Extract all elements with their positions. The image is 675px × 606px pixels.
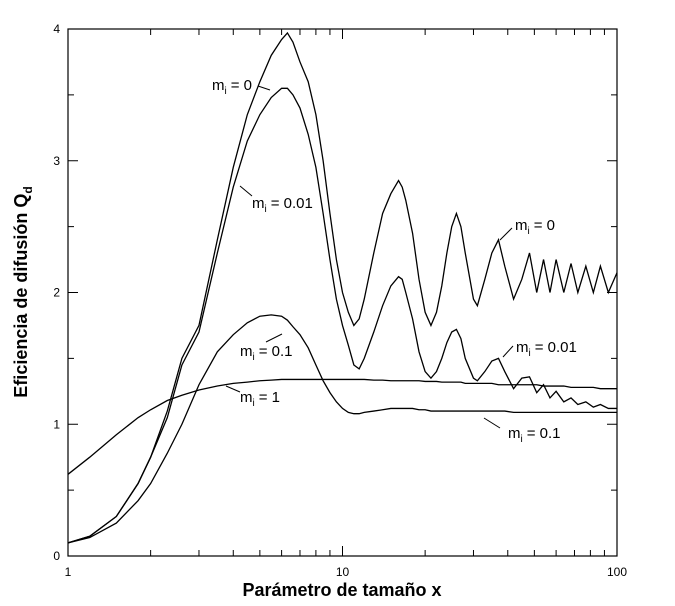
y-tick-label: 3: [53, 154, 60, 168]
series-line: [67, 314, 617, 544]
annotation-symbol: m: [240, 389, 253, 406]
annotation: mi = 0.01: [252, 195, 313, 215]
annotation-text: = 0: [231, 77, 252, 94]
annotation: mi = 1: [240, 389, 280, 409]
series-line: [67, 31, 618, 544]
annotation-subscript: i: [253, 398, 255, 409]
annotation-subscript: i: [521, 434, 523, 445]
annotation-subscript: i: [265, 204, 267, 215]
arrow: [499, 227, 513, 241]
y-axis-title: Eficiencia de difusión Qd: [11, 186, 35, 397]
annotation-text: = 0.1: [259, 343, 293, 360]
annotation-subscript: i: [253, 352, 255, 363]
series-line: [67, 378, 617, 475]
annotation-symbol: m: [516, 339, 529, 356]
arrow: [502, 345, 514, 358]
annotation-symbol: m: [508, 425, 521, 442]
annotation-text: = 0.01: [271, 195, 313, 212]
x-tick-label: 100: [607, 565, 627, 579]
y-tick-label: 2: [53, 286, 60, 300]
annotation-subscript: i: [225, 86, 227, 97]
annotation-arrows: [225, 85, 514, 429]
annotation: mi = 0: [212, 77, 252, 97]
y-tick-label: 4: [53, 22, 60, 36]
annotation: mi = 0.1: [508, 425, 561, 445]
annotation-text: = 0: [534, 217, 555, 234]
series-line: [67, 87, 617, 544]
arrow: [225, 385, 241, 393]
annotation-symbol: m: [515, 217, 528, 234]
x-tick-label: 1: [65, 565, 72, 579]
annotation-text: = 0.01: [535, 339, 577, 356]
annotation: mi = 0.01: [516, 339, 577, 359]
arrow: [483, 417, 501, 429]
annotation: mi = 0: [515, 217, 555, 237]
y-axis-title-main: Eficiencia de difusión Q: [11, 194, 31, 398]
annotation-subscript: i: [528, 226, 530, 237]
annotation-symbol: m: [252, 195, 265, 212]
annotation-text: = 0.1: [527, 425, 561, 442]
annotation-symbol: m: [212, 77, 225, 94]
y-axis-title-subscript: d: [21, 186, 35, 193]
annotation-symbol: m: [240, 343, 253, 360]
arrow: [265, 333, 283, 343]
x-tick-label: 10: [336, 565, 350, 579]
arrow: [239, 185, 253, 197]
y-tick-label: 0: [53, 549, 60, 563]
y-tick-label: 1: [53, 417, 60, 431]
annotation: mi = 0.1: [240, 343, 293, 363]
x-axis-title: Parámetro de tamaño x: [242, 580, 441, 600]
annotation-text: = 1: [259, 389, 280, 406]
arrow: [257, 85, 271, 91]
annotation-subscript: i: [529, 348, 531, 359]
